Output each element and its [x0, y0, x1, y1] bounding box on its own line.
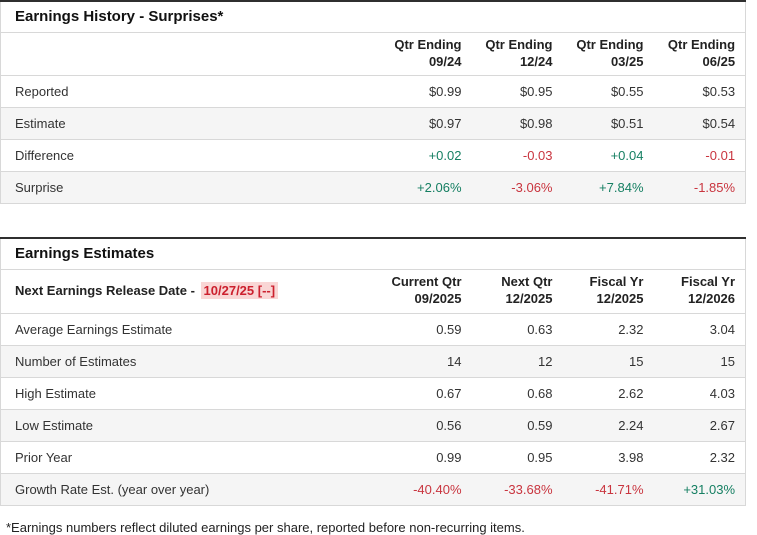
- col-header-line1: Fiscal Yr: [681, 274, 736, 290]
- col-header-qtr-0924: Qtr Ending 09/24: [380, 32, 472, 77]
- table-title-row: Earnings Estimates: [0, 238, 746, 271]
- cell-value: 0.99: [380, 441, 472, 474]
- earnings-estimates-table: Earnings Estimates Next Earnings Release…: [0, 237, 747, 506]
- cell-value: 2.62: [562, 377, 654, 410]
- col-header-line2: 09/24: [428, 53, 462, 69]
- cell-value: -3.06%: [511, 180, 553, 196]
- cell-value: 2.24: [562, 409, 654, 442]
- row-label: Prior Year: [0, 441, 381, 474]
- col-header-line1: Next Qtr: [501, 274, 553, 290]
- table-row-reported: Reported $0.99 $0.95 $0.55 $0.53: [0, 75, 746, 109]
- cell-value: +7.84%: [599, 180, 644, 196]
- cell-value: 4.03: [653, 377, 746, 410]
- col-header-line2: 12/2026: [688, 290, 736, 306]
- row-label: Estimate: [0, 107, 381, 141]
- row-label: Low Estimate: [0, 409, 381, 442]
- row-label: Number of Estimates: [0, 345, 381, 378]
- cell-value: 2.32: [653, 441, 746, 474]
- table-row-number-of-estimates: Number of Estimates 14 12 15 15: [0, 345, 746, 378]
- earnings-history-title: Earnings History - Surprises*: [0, 1, 746, 33]
- cell-value: 3.04: [653, 313, 746, 346]
- col-header-line2: 06/25: [702, 53, 736, 69]
- cell-value: 0.59: [380, 313, 472, 346]
- col-header-fiscal-yr-2026: Fiscal Yr 12/2026: [653, 269, 746, 314]
- table-row-surprise: Surprise +2.06% -3.06% +7.84% -1.85%: [0, 171, 746, 204]
- table-row-high-estimate: High Estimate 0.67 0.68 2.62 4.03: [0, 377, 746, 410]
- table-row-growth-rate-est: Growth Rate Est. (year over year) -40.40…: [0, 473, 746, 505]
- col-header-line2: 12/24: [519, 53, 553, 69]
- table-row-average-earnings-estimate: Average Earnings Estimate 0.59 0.63 2.32…: [0, 313, 746, 346]
- row-label: Growth Rate Est. (year over year): [15, 481, 210, 497]
- cell-value: 0.59: [471, 409, 563, 442]
- col-header-qtr-1224: Qtr Ending 12/24: [471, 32, 563, 77]
- cell-value: 0.67: [380, 377, 472, 410]
- earnings-footnote: *Earnings numbers reflect diluted earnin…: [6, 519, 525, 535]
- release-date-value: 10/27/25 [--]: [200, 281, 279, 299]
- col-header-line1: Fiscal Yr: [589, 274, 644, 290]
- col-header-next-qtr: Next Qtr 12/2025: [471, 269, 563, 314]
- cell-value: -1.85%: [693, 180, 736, 196]
- earnings-history-table: Earnings History - Surprises* Qtr Ending…: [0, 0, 747, 205]
- cell-value: $0.99: [380, 75, 472, 109]
- table-title-row: Earnings History - Surprises*: [0, 1, 746, 33]
- cell-value: 15: [562, 345, 654, 378]
- table-row-prior-year: Prior Year 0.99 0.95 3.98 2.32: [0, 441, 746, 474]
- col-header-qtr-0325: Qtr Ending 03/25: [562, 32, 654, 77]
- col-header-line1: Qtr Ending: [485, 37, 553, 52]
- cell-value: $0.95: [471, 75, 563, 109]
- cell-value: -41.71%: [595, 481, 644, 497]
- col-header-fiscal-yr-2025: Fiscal Yr 12/2025: [562, 269, 654, 314]
- col-header-line2: 03/25: [610, 53, 644, 69]
- col-header-line1: Qtr Ending: [576, 37, 644, 52]
- cell-value: 0.56: [380, 409, 472, 442]
- next-earnings-release-date: Next Earnings Release Date - 10/27/25 [-…: [0, 269, 381, 314]
- row-label: High Estimate: [0, 377, 381, 410]
- cell-value: $0.98: [471, 107, 563, 141]
- cell-value: +2.06%: [417, 180, 462, 196]
- cell-value: $0.97: [380, 107, 472, 141]
- cell-value: +0.04: [562, 139, 654, 173]
- row-label: Difference: [0, 139, 381, 173]
- cell-value: 2.67: [653, 409, 746, 442]
- cell-value: -33.68%: [504, 481, 553, 497]
- col-header-line1: Qtr Ending: [394, 37, 462, 52]
- column-header-row: Next Earnings Release Date - 10/27/25 [-…: [0, 269, 746, 314]
- cell-value: -0.01: [653, 139, 746, 173]
- cell-value: 2.32: [562, 313, 654, 346]
- table-row-low-estimate: Low Estimate 0.56 0.59 2.24 2.67: [0, 409, 746, 442]
- cell-value: 3.98: [562, 441, 654, 474]
- cell-value: 0.63: [471, 313, 563, 346]
- table-row-estimate: Estimate $0.97 $0.98 $0.51 $0.54: [0, 107, 746, 141]
- cell-value: -40.40%: [413, 481, 462, 497]
- corner-cell: [0, 32, 381, 77]
- cell-value: -0.03: [471, 139, 563, 173]
- col-header-line1: Qtr Ending: [667, 37, 736, 52]
- earnings-estimates-title: Earnings Estimates: [0, 238, 746, 271]
- cell-value: +0.02: [380, 139, 472, 173]
- row-label: Surprise: [15, 180, 64, 196]
- cell-value: $0.54: [653, 107, 746, 141]
- table-row-difference: Difference +0.02 -0.03 +0.04 -0.01: [0, 139, 746, 173]
- col-header-line2: 09/2025: [414, 290, 462, 306]
- release-date-label: Next Earnings Release Date -: [15, 282, 199, 298]
- col-header-line2: 12/2025: [505, 290, 553, 306]
- cell-value: $0.51: [562, 107, 654, 141]
- col-header-line1: Current Qtr: [391, 274, 462, 290]
- column-header-row: Qtr Ending 09/24 Qtr Ending 12/24 Qtr Endi…: [0, 32, 746, 77]
- col-header-line2: 12/2025: [596, 290, 644, 306]
- cell-value: 12: [471, 345, 563, 378]
- row-label: Average Earnings Estimate: [0, 313, 381, 346]
- cell-value: +31.03%: [683, 481, 736, 497]
- cell-value: 14: [380, 345, 472, 378]
- col-header-current-qtr: Current Qtr 09/2025: [380, 269, 472, 314]
- cell-value: $0.53: [653, 75, 746, 109]
- row-label: Reported: [0, 75, 381, 109]
- col-header-qtr-0625: Qtr Ending 06/25: [653, 32, 746, 77]
- cell-value: 15: [653, 345, 746, 378]
- cell-value: $0.55: [562, 75, 654, 109]
- cell-value: 0.95: [471, 441, 563, 474]
- cell-value: 0.68: [471, 377, 563, 410]
